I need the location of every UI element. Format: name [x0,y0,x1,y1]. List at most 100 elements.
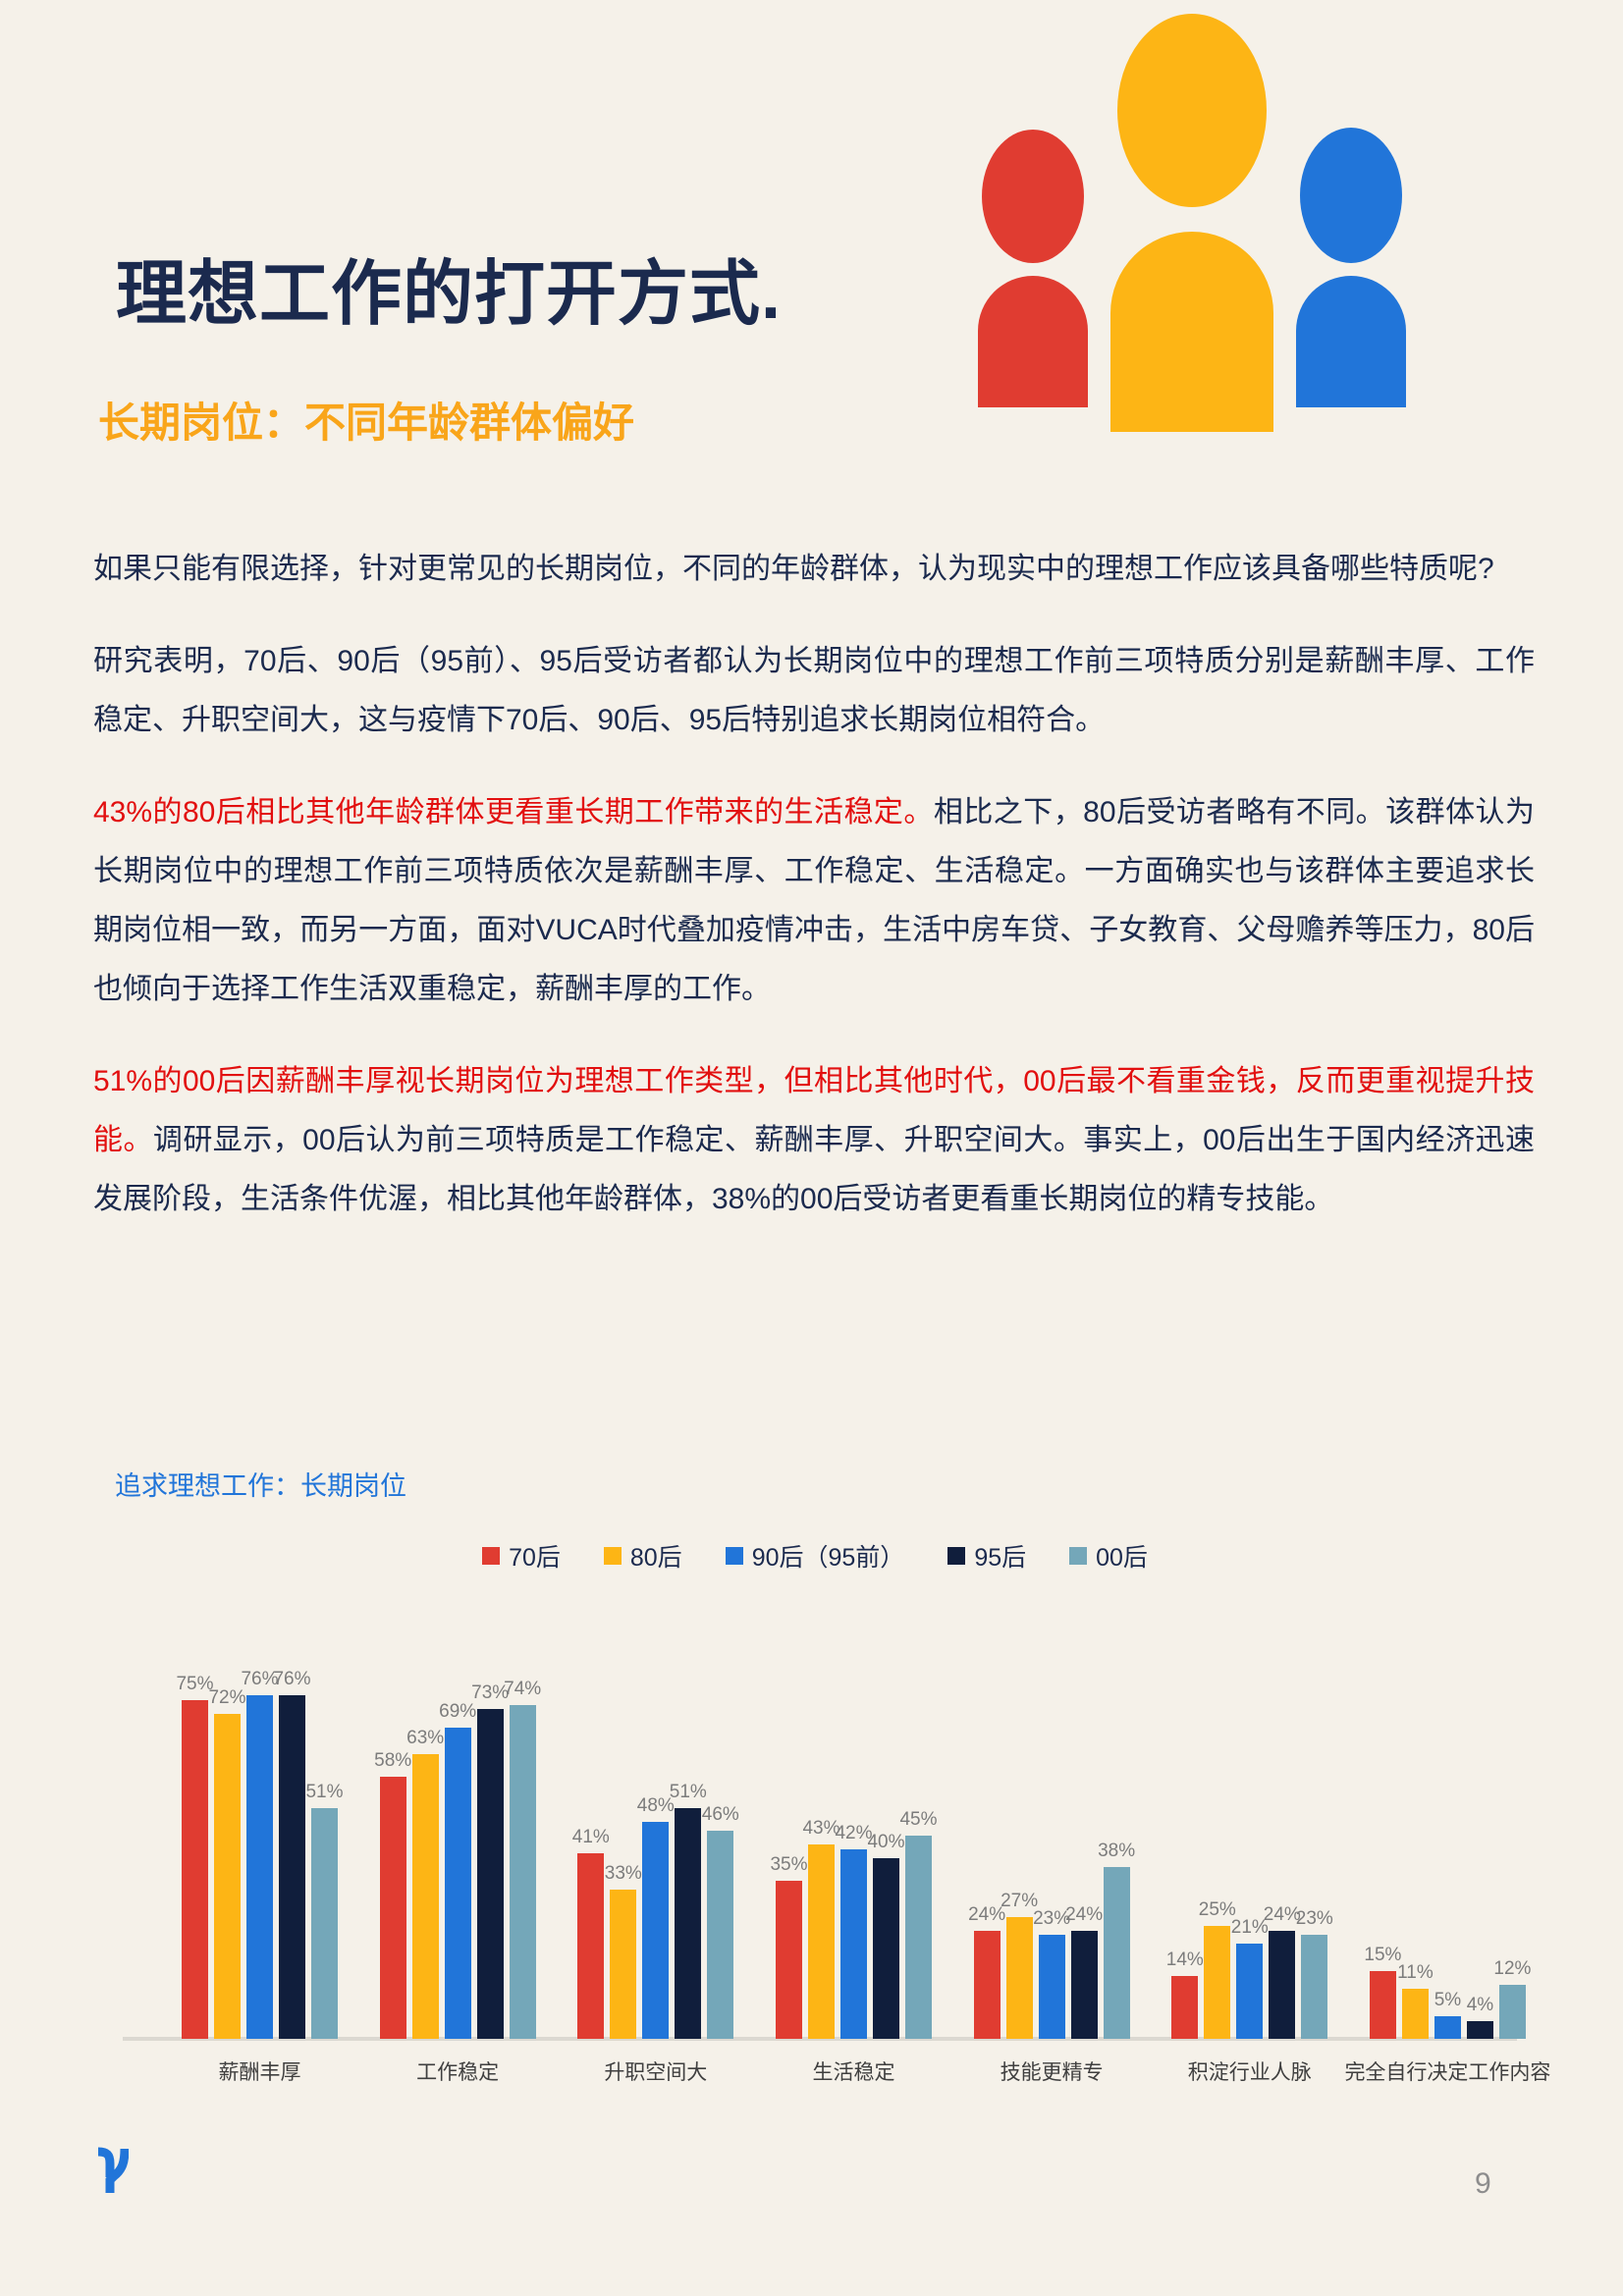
bar-value-label: 24% [1263,1904,1301,1925]
bar-value-label: 42% [835,1823,873,1843]
bar: 33% [605,1863,642,2039]
x-axis-line [123,2037,1517,2041]
x-axis-category: 完全自行决定工作内容 [1344,2061,1551,2084]
bar-value-label: 48% [636,1795,675,1816]
bar: 38% [1098,1841,1135,2039]
paragraph-highlight: 43%的80后相比其他年龄群体更看重长期工作带来的生活稳定。 [93,796,934,828]
bar-value-label: 15% [1364,1945,1402,1965]
bar-value-label: 4% [1466,1995,1494,2015]
bar: 24% [968,1904,1005,2039]
page-title: 理想工作的打开方式. [116,255,783,335]
bar: 40% [867,1832,904,2039]
page-number: 9 [1475,2167,1491,2200]
bar: 23% [1033,1908,1070,2039]
chart-plot-area: 75% 72% 76% 76% 51% 58% 63% 69% 73% 74% 41% 33% 48% 5… [88,1669,1542,2041]
paragraph: 51%的00后因薪酬丰厚视长期岗位为理想工作类型，但相比其他时代，00后最不看重… [93,1052,1535,1229]
chart-legend: 70后 80后 90后（95前） 95后 00后 [88,1538,1542,1574]
bar-value-label: 27% [1001,1891,1039,1911]
paragraph-highlight: 51%的00后因薪酬丰厚视长期岗位为理想工作类型，但相比其他时代，00后最不看重… [93,1065,1535,1156]
people-graphic [0,0,1623,452]
brand-logo [97,2147,129,2193]
bar: 23% [1296,1908,1333,2039]
bar: 72% [208,1687,246,2039]
bar-group: 15% 11% 5% 4% 12% [1364,1945,1531,2039]
bar-value-label: 24% [1065,1904,1104,1925]
x-axis-category: 薪酬丰厚 [218,2061,301,2084]
paragraph-text: 如果只能有限选择，针对更常见的长期岗位，不同的年龄群体，认为现实中的理想工作应该… [93,553,1494,585]
paragraph: 研究表明，70后、90后（95前）、95后受访者都认为长期岗位中的理想工作前三项… [93,632,1535,750]
bar: 45% [899,1809,937,2039]
bar: 27% [1001,1891,1038,2039]
bar-value-label: 38% [1098,1841,1136,1861]
bar-chart: 追求理想工作：长期岗位 70后 80后 90后（95前） 95后 00后 75% 72% 7… [88,1465,1551,2086]
bar-group: 24% 27% 23% 24% 38% [968,1841,1135,2039]
bar-value-label: 76% [241,1669,279,1689]
bar: 58% [374,1750,411,2039]
bar: 11% [1397,1962,1434,2039]
person-red-icon [978,276,1088,407]
person-blue-icon [1300,128,1402,263]
bar-value-label: 45% [899,1809,938,1830]
bar-value-label: 11% [1397,1962,1434,1983]
paragraph-text: 相比之下，80后受访者略有不同。该群体认为长期岗位中的理想工作前三项特质依次是薪… [93,796,1535,1005]
bar: 73% [471,1682,509,2039]
chart-title: 追求理想工作：长期岗位 [115,1471,406,1501]
legend-label: 00后 [1096,1544,1148,1572]
bar: 76% [273,1669,311,2039]
bar: 46% [702,1804,739,2039]
bar-value-label: 72% [208,1687,246,1708]
bar-value-label: 58% [374,1750,412,1771]
paragraph-text: 研究表明，70后、90后（95前）、95后受访者都认为长期岗位中的理想工作前三项… [93,645,1535,736]
bar: 76% [241,1669,279,2039]
paragraph: 43%的80后相比其他年龄群体更看重长期工作带来的生活稳定。相比之下，80后受访… [93,783,1535,1019]
bar: 25% [1199,1899,1236,2039]
legend-label: 70后 [509,1544,561,1572]
bar: 35% [770,1854,807,2039]
legend-swatch-icon [482,1547,501,1565]
paragraph-text: 调研显示，00后认为前三项特质是工作稳定、薪酬丰厚、升职空间大。事实上，00后出… [93,1124,1535,1215]
bar: 41% [572,1827,610,2039]
bar-value-label: 51% [669,1782,707,1802]
person-yellow-icon [1117,14,1267,207]
bar-value-label: 46% [701,1804,739,1825]
bar-value-label: 23% [1033,1908,1071,1929]
bar: 24% [1264,1904,1301,2039]
x-axis-labels: 薪酬丰厚 工作稳定 升职空间大 生活稳定 技能更精专 积淀行业人脉 完全自行决定工作内容 [88,2056,1551,2086]
bar: 51% [670,1782,707,2039]
bar: 51% [305,1782,344,2039]
legend-swatch-icon [725,1547,743,1565]
legend-item: 80后 [603,1538,682,1574]
bar-group: 75% 72% 76% 76% 51% [176,1669,344,2039]
bar-value-label: 23% [1295,1908,1333,1929]
bar: 43% [802,1818,839,2039]
bar-value-label: 75% [176,1674,214,1694]
bar-group: 58% 63% 69% 73% 74% [374,1679,541,2039]
bar: 75% [176,1674,214,2039]
legend-item: 95后 [947,1538,1026,1574]
bar-value-label: 51% [305,1782,344,1802]
bar-group: 35% 43% 42% 40% 45% [770,1809,937,2039]
x-axis-category: 升职空间大 [604,2061,708,2084]
bar: 14% [1166,1949,1204,2039]
bar-value-label: 24% [968,1904,1006,1925]
legend-label: 95后 [974,1544,1027,1572]
bar-value-label: 33% [604,1863,642,1884]
person-yellow-icon [1110,232,1273,432]
bar-value-label: 41% [571,1827,610,1847]
x-axis-category: 技能更精专 [1000,2061,1104,2084]
bar: 15% [1364,1945,1401,2039]
bar-value-label: 43% [802,1818,840,1839]
bar: 5% [1434,1990,1461,2039]
legend-swatch-icon [947,1547,966,1565]
x-axis-category: 积淀行业人脉 [1187,2061,1312,2084]
person-red-icon [982,130,1084,263]
bar: 63% [406,1728,444,2039]
legend-swatch-icon [603,1547,622,1565]
bar-value-label: 76% [273,1669,311,1689]
bar-value-label: 5% [1434,1990,1462,2010]
bar-value-label: 73% [471,1682,510,1703]
bar: 42% [835,1823,872,2039]
bar-value-label: 74% [504,1679,542,1699]
legend-label: 80后 [629,1544,682,1572]
